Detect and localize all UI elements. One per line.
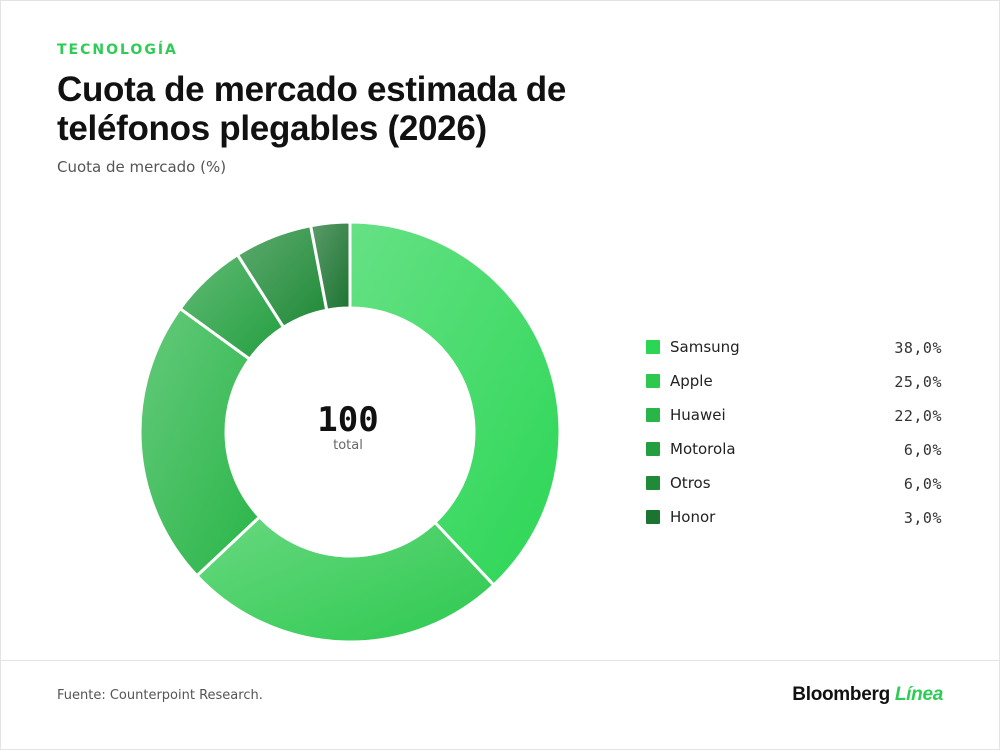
legend-item-honor: Honor 3,0%: [646, 506, 942, 540]
legend-value-huawei: 22,0%: [894, 407, 942, 425]
legend-value-samsung: 38,0%: [894, 339, 942, 357]
donut-slice-huawei: [138, 307, 262, 578]
legend-item-apple: Apple 25,0%: [646, 370, 942, 404]
legend-label-motorola: Motorola: [670, 440, 736, 458]
legend-item-samsung: Samsung 38,0%: [646, 336, 942, 370]
donut-slice-apple: [195, 515, 496, 644]
legend-label-huawei: Huawei: [670, 406, 726, 424]
legend-label-honor: Honor: [670, 508, 716, 526]
donut-center-total: 100: [317, 400, 379, 440]
source-note: Fuente: Counterpoint Research.: [57, 688, 263, 703]
legend-swatch-samsung: [646, 340, 660, 354]
brand-logo: Bloomberg Línea: [792, 684, 943, 706]
legend-value-otros: 6,0%: [903, 475, 942, 493]
legend-swatch-honor: [646, 510, 660, 524]
legend-label-samsung: Samsung: [670, 338, 740, 356]
legend-swatch-motorola: [646, 442, 660, 456]
legend-value-motorola: 6,0%: [903, 441, 942, 459]
donut-slices: [138, 220, 562, 644]
legend-item-huawei: Huawei 22,0%: [646, 404, 942, 438]
legend-item-motorola: Motorola 6,0%: [646, 438, 942, 472]
legend-value-honor: 3,0%: [903, 509, 942, 527]
chart-subtitle: Cuota de mercado (%): [57, 158, 227, 176]
logo-accent: Línea: [894, 684, 943, 705]
chart-legend: Samsung 38,0% Apple 25,0% Huawei 22,0% Motorol…: [646, 336, 942, 540]
legend-value-apple: 25,0%: [894, 373, 942, 391]
legend-label-apple: Apple: [670, 372, 713, 390]
legend-swatch-otros: [646, 476, 660, 490]
legend-label-otros: Otros: [670, 474, 711, 492]
legend-swatch-huawei: [646, 408, 660, 422]
donut-chart: [138, 220, 562, 644]
logo-main: Bloomberg: [792, 684, 890, 705]
legend-item-otros: Otros 6,0%: [646, 472, 942, 506]
donut-center-label: total: [333, 438, 363, 453]
donut-slice-honor: [309, 220, 352, 312]
section-kicker: TECNOLOGÍA: [57, 42, 178, 58]
donut-slice-samsung: [348, 220, 562, 587]
chart-title: Cuota de mercado estimada de teléfonos p…: [57, 70, 566, 148]
footer-divider: [1, 660, 999, 661]
legend-swatch-apple: [646, 374, 660, 388]
